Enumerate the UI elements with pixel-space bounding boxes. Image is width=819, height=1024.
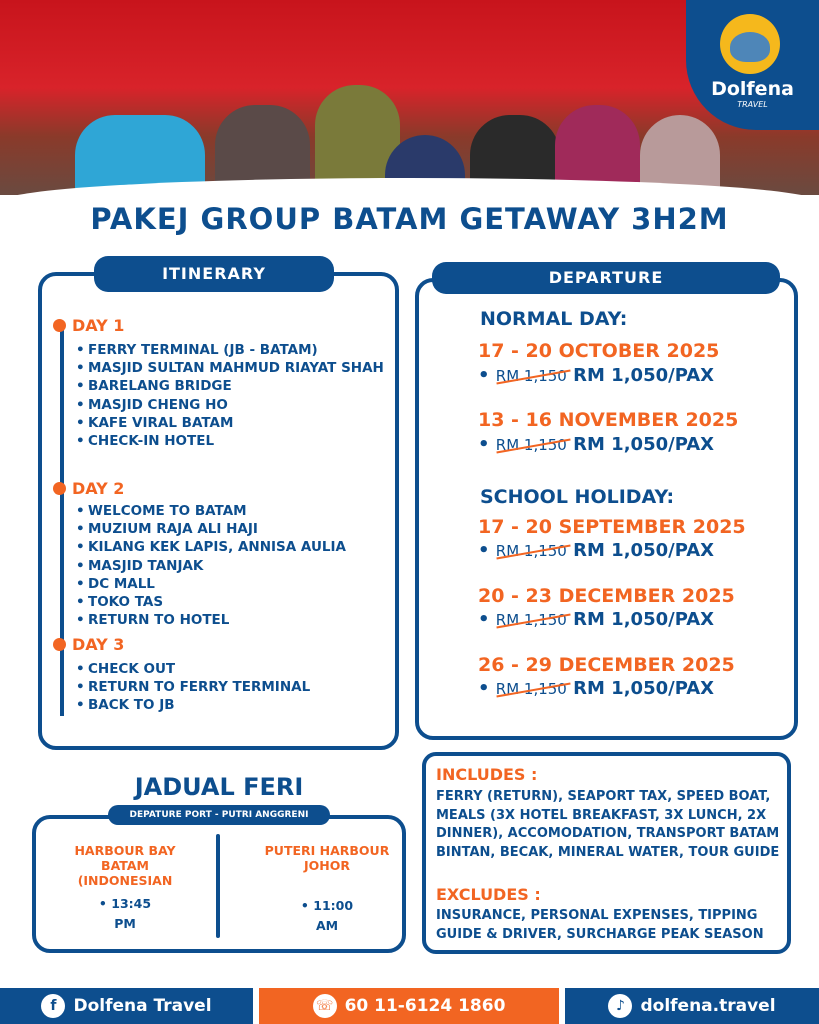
price: • RM 1,150 RM 1,050/PAX: [478, 365, 715, 386]
tiktok-link[interactable]: ♪ dolfena.travel: [565, 988, 819, 1024]
footer: f Dolfena Travel ☏ 60 11-6124 1860 ♪ dolfen…: [0, 988, 819, 1024]
list-item: MASJID TANJAK: [76, 557, 386, 575]
day-3-list: CHECK OUT RETURN TO FERRY TERMINAL BACK …: [76, 660, 386, 715]
list-item: FERRY TERMINAL (JB - BATAM): [76, 341, 386, 359]
list-item: BARELANG BRIDGE: [76, 377, 386, 395]
departure-date: 26 - 29 DECEMBER 2025: [478, 654, 735, 676]
day-1-list: FERRY TERMINAL (JB - BATAM) MASJID SULTA…: [76, 341, 386, 450]
price: • RM 1,150 RM 1,050/PAX: [478, 678, 715, 699]
departure-date: 20 - 23 DECEMBER 2025: [478, 585, 735, 607]
normal-day-label: NORMAL DAY:: [480, 308, 628, 330]
school-holiday-label: SCHOOL HOLIDAY:: [480, 486, 675, 508]
excludes-heading: EXCLUDES :: [436, 885, 541, 904]
port-name: HARBOUR BAY BATAM (INDONESIAN: [74, 843, 176, 888]
facebook-icon: f: [41, 994, 66, 1018]
list-item: KILANG KEK LAPIS, ANNISA AULIA: [76, 538, 386, 556]
list-item: DC MALL: [76, 575, 386, 593]
ferry-title: JADUAL FERI: [134, 773, 304, 801]
list-item: RETURN TO FERRY TERMINAL: [76, 678, 386, 696]
port-label: DEPATURE PORT - PUTRI ANGGRENI: [108, 805, 330, 825]
departure-date: 13 - 16 NOVEMBER 2025: [478, 409, 739, 431]
brand-logo: Dolfena TRAVEL: [686, 0, 819, 130]
departure-date: 17 - 20 OCTOBER 2025: [478, 340, 720, 362]
includes-heading: INCLUDES :: [436, 765, 538, 784]
divider: [216, 834, 220, 938]
day-label: DAY 3: [53, 635, 124, 654]
list-item: BACK TO JB: [76, 696, 386, 714]
list-item: KAFE VIRAL BATAM: [76, 414, 386, 432]
dolphin-icon: [730, 32, 770, 62]
price: • RM 1,150 RM 1,050/PAX: [478, 434, 715, 455]
excludes-text: INSURANCE, PERSONAL EXPENSES, TIPPING GU…: [436, 908, 764, 942]
departure-heading: DEPARTURE: [432, 262, 780, 294]
day-2-list: WELCOME TO BATAM MUZIUM RAJA ALI HAJI KI…: [76, 502, 386, 630]
price: • RM 1,150 RM 1,050/PAX: [478, 540, 715, 561]
timeline-line: [60, 326, 64, 716]
day-label: DAY 1: [53, 316, 124, 335]
list-item: WELCOME TO BATAM: [76, 502, 386, 520]
list-item: CHECK OUT: [76, 660, 386, 678]
phone-icon: ☏: [312, 994, 337, 1018]
includes-box: [422, 752, 791, 954]
list-item: MASJID CHENG HO: [76, 396, 386, 414]
page-title: PAKEJ GROUP BATAM GETAWAY 3H2M: [90, 202, 729, 236]
list-item: MASJID SULTAN MAHMUD RIAYAT SHAH: [76, 359, 386, 377]
facebook-link[interactable]: f Dolfena Travel: [0, 988, 253, 1024]
day-label: DAY 2: [53, 479, 124, 498]
tiktok-icon: ♪: [608, 994, 633, 1018]
list-item: RETURN TO HOTEL: [76, 611, 386, 629]
list-item: MUZIUM RAJA ALI HAJI: [76, 520, 386, 538]
ferry-time: • 13:45 PM: [98, 896, 152, 931]
ferry-time: • 11:00 AM: [300, 898, 354, 933]
itinerary-heading: ITINERARY: [94, 256, 334, 292]
port-name: PUTERI HARBOUR JOHOR: [264, 843, 390, 873]
price: • RM 1,150 RM 1,050/PAX: [478, 609, 715, 630]
list-item: TOKO TAS: [76, 593, 386, 611]
includes-text: FERRY (RETURN), SEAPORT TAX, SPEED BOAT,…: [436, 789, 780, 860]
phone-link[interactable]: ☏ 60 11-6124 1860: [259, 988, 559, 1024]
list-item: CHECK-IN HOTEL: [76, 432, 386, 450]
departure-date: 17 - 20 SEPTEMBER 2025: [478, 516, 746, 538]
